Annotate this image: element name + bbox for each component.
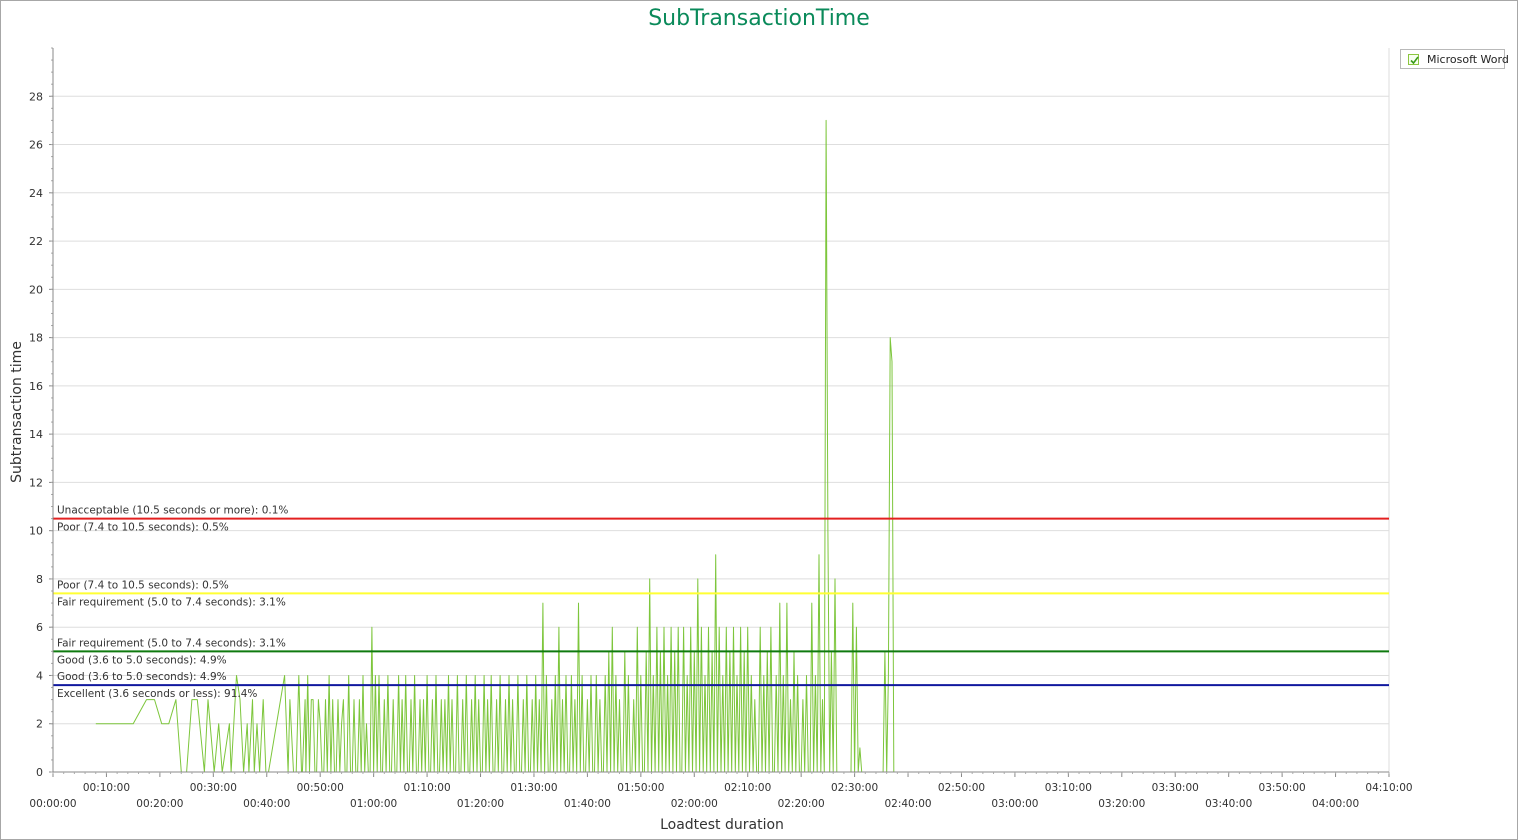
threshold-label-above: Unacceptable (10.5 seconds or more): 0.1… bbox=[57, 505, 288, 517]
threshold-label-above: Poor (7.4 to 10.5 seconds): 0.5% bbox=[57, 579, 229, 591]
y-tick-label: 16 bbox=[29, 380, 43, 393]
threshold-label-below: Good (3.6 to 5.0 seconds): 4.9% bbox=[57, 654, 227, 666]
x-tick-label: 03:50:00 bbox=[1259, 782, 1306, 794]
chart-title: SubTransactionTime bbox=[648, 6, 870, 31]
x-tick-label: 02:00:00 bbox=[671, 798, 718, 810]
x-tick-label: 00:30:00 bbox=[190, 782, 237, 794]
y-tick-label: 26 bbox=[29, 139, 43, 152]
threshold-label-below: Excellent (3.6 seconds or less): 91.4% bbox=[57, 688, 257, 700]
y-tick-label: 28 bbox=[29, 90, 43, 103]
x-tick-label: 04:00:00 bbox=[1312, 798, 1359, 810]
threshold-lines: Unacceptable (10.5 seconds or more): 0.1… bbox=[53, 505, 1389, 700]
x-tick-label: 02:40:00 bbox=[884, 798, 931, 810]
x-tick-label: 01:50:00 bbox=[617, 782, 664, 794]
x-tick-label: 03:40:00 bbox=[1205, 798, 1252, 810]
threshold-label-above: Good (3.6 to 5.0 seconds): 4.9% bbox=[57, 671, 227, 683]
y-axis-label: Subtransaction time bbox=[9, 341, 25, 483]
x-tick-label: 01:40:00 bbox=[564, 798, 611, 810]
x-tick-label: 02:10:00 bbox=[724, 782, 771, 794]
x-tick-label: 00:40:00 bbox=[243, 798, 290, 810]
x-tick-label: 02:20:00 bbox=[778, 798, 825, 810]
x-tick-label: 00:00:00 bbox=[29, 798, 76, 810]
legend-checkbox[interactable] bbox=[1408, 54, 1419, 65]
y-tick-label: 24 bbox=[29, 187, 43, 200]
x-tick-label: 02:50:00 bbox=[938, 782, 985, 794]
threshold-label-above: Fair requirement (5.0 to 7.4 seconds): 3… bbox=[57, 637, 286, 649]
y-tick-label: 12 bbox=[29, 476, 43, 489]
series-line-microsoft-word bbox=[95, 119, 1372, 773]
x-tick-label: 00:20:00 bbox=[136, 798, 183, 810]
series-layer bbox=[95, 119, 1372, 773]
x-tick-label: 01:10:00 bbox=[403, 782, 450, 794]
x-tick-label: 01:30:00 bbox=[510, 782, 557, 794]
y-tick-label: 8 bbox=[36, 573, 43, 586]
gridlines bbox=[53, 48, 1390, 773]
legend-label-microsoft-word: Microsoft Word bbox=[1427, 53, 1509, 66]
x-tick-label: 04:10:00 bbox=[1365, 782, 1412, 794]
threshold-label-below: Poor (7.4 to 10.5 seconds): 0.5% bbox=[57, 522, 229, 534]
legend: Microsoft Word bbox=[1400, 49, 1509, 69]
y-tick-label: 4 bbox=[36, 669, 43, 682]
x-tick-label: 00:50:00 bbox=[297, 782, 344, 794]
x-tick-label: 03:00:00 bbox=[991, 798, 1038, 810]
y-tick-label: 20 bbox=[29, 283, 43, 296]
y-tick-label: 2 bbox=[36, 718, 43, 731]
axes: 024681012141618202224262800:00:0000:10:0… bbox=[29, 47, 1413, 810]
y-tick-label: 0 bbox=[36, 766, 43, 779]
x-tick-label: 01:00:00 bbox=[350, 798, 397, 810]
x-axis-label: Loadtest duration bbox=[660, 817, 784, 833]
y-tick-label: 6 bbox=[36, 621, 43, 634]
y-tick-label: 10 bbox=[29, 525, 43, 538]
x-tick-label: 03:10:00 bbox=[1045, 782, 1092, 794]
x-tick-label: 02:30:00 bbox=[831, 782, 878, 794]
x-tick-label: 00:10:00 bbox=[83, 782, 130, 794]
checkmark-icon bbox=[1410, 56, 1419, 65]
threshold-label-below: Fair requirement (5.0 to 7.4 seconds): 3… bbox=[57, 596, 286, 608]
y-tick-label: 14 bbox=[29, 428, 43, 441]
x-tick-label: 03:20:00 bbox=[1098, 798, 1145, 810]
x-tick-label: 03:30:00 bbox=[1152, 782, 1199, 794]
y-tick-label: 22 bbox=[29, 235, 43, 248]
y-tick-label: 18 bbox=[29, 332, 43, 345]
x-tick-label: 01:20:00 bbox=[457, 798, 504, 810]
